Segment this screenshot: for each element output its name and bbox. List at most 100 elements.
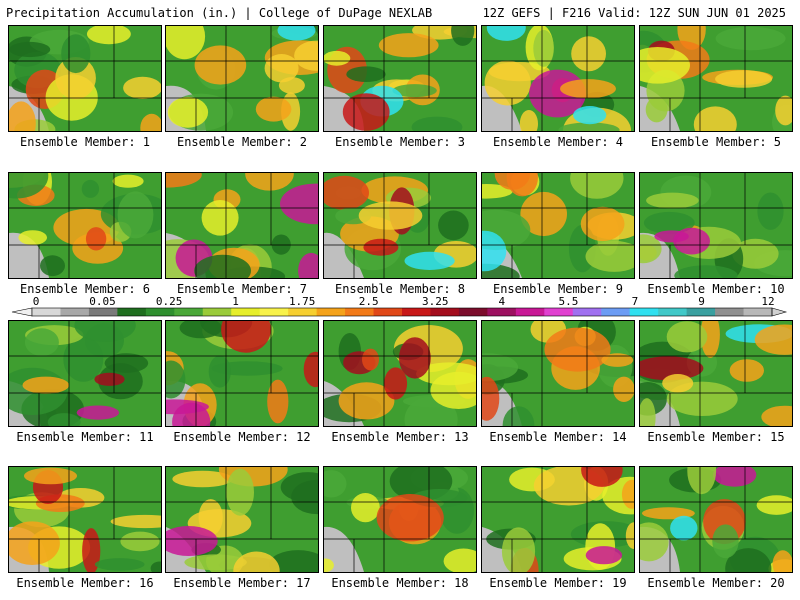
colorbar-swatch (231, 308, 261, 316)
colorbar-swatch (60, 308, 90, 316)
ensemble-member-label: Ensemble Member: 3 (334, 135, 466, 149)
colorbar-swatch (544, 308, 574, 316)
colorbar-swatch (629, 308, 659, 316)
colorbar-min-arrow (11, 307, 33, 317)
precipitation-field (640, 467, 792, 572)
colorbar-tick-label: 0.25 (156, 296, 183, 308)
ensemble-member-map (165, 466, 319, 573)
precipitation-field (640, 173, 792, 278)
ensemble-member-label: Ensemble Member: 20 (647, 576, 785, 590)
precipitation-field (482, 321, 634, 426)
ensemble-member-label: Ensemble Member: 9 (492, 282, 624, 296)
ensemble-member-label: Ensemble Member: 18 (331, 576, 469, 590)
ensemble-member-map (8, 25, 162, 132)
ensemble-member-map (481, 466, 635, 573)
ensemble-member-map (323, 320, 477, 427)
ensemble-member-label: Ensemble Member: 11 (16, 430, 154, 444)
map-title: Precipitation Accumulation (in.) | Colle… (6, 6, 433, 20)
colorbar-swatch (373, 308, 403, 316)
colorbar-swatch (601, 308, 631, 316)
ensemble-member-label: Ensemble Member: 8 (334, 282, 466, 296)
ensemble-member-label: Ensemble Member: 5 (650, 135, 782, 149)
ensemble-member-map (8, 320, 162, 427)
ensemble-member-map (639, 172, 793, 279)
ensemble-member-label: Ensemble Member: 1 (19, 135, 151, 149)
precipitation-field (482, 467, 634, 572)
colorbar-swatch (202, 308, 232, 316)
ensemble-member-label: Ensemble Member: 19 (489, 576, 627, 590)
ensemble-member-map (639, 466, 793, 573)
precipitation-colorbar: 0 0.05 0.25 1 1.75 2.5 3.25 4 5.5 7 9 12 (11, 296, 788, 317)
precipitation-field (640, 321, 792, 426)
colorbar-swatch (658, 308, 688, 316)
ensemble-member-map (481, 320, 635, 427)
ensemble-member-map (323, 172, 477, 279)
colorbar-swatch (430, 308, 460, 316)
colorbar-swatch (288, 308, 318, 316)
precipitation-field (9, 467, 161, 572)
colorbar-max-arrow (771, 307, 788, 317)
precipitation-field (482, 26, 634, 131)
ensemble-member-map (481, 25, 635, 132)
colorbar-tick-label: 1 (232, 296, 239, 308)
ensemble-member-map (323, 25, 477, 132)
colorbar-tick-label: 5.5 (558, 296, 578, 308)
precipitation-field (324, 26, 476, 131)
colorbar-swatch (402, 308, 431, 316)
ensemble-member-label: Ensemble Member: 12 (173, 430, 311, 444)
precipitation-field (482, 173, 634, 278)
ensemble-member-label: Ensemble Member: 4 (492, 135, 624, 149)
precipitation-field (324, 321, 476, 426)
ensemble-member-map (639, 320, 793, 427)
colorbar-tick-label: 9 (698, 296, 705, 308)
colorbar-swatch (259, 308, 289, 316)
ensemble-member-map (165, 172, 319, 279)
precipitation-field (9, 321, 161, 426)
colorbar-swatch (515, 308, 545, 316)
colorbar-tick-label: 12 (761, 296, 774, 308)
ensemble-member-label: Ensemble Member: 2 (176, 135, 308, 149)
colorbar-swatch (487, 308, 517, 316)
colorbar-tick-label: 1.75 (289, 296, 316, 308)
ensemble-member-label: Ensemble Member: 6 (19, 282, 151, 296)
ensemble-member-label: Ensemble Member: 14 (489, 430, 627, 444)
ensemble-member-map (165, 320, 319, 427)
precipitation-field (166, 321, 318, 426)
precipitation-field (166, 467, 318, 572)
precipitation-field (640, 26, 792, 131)
ensemble-member-map (8, 466, 162, 573)
colorbar-swatch (145, 308, 175, 316)
colorbar-tick-label: 3.25 (422, 296, 449, 308)
colorbar-tick-label: 0.05 (89, 296, 116, 308)
precipitation-field (9, 173, 161, 278)
ensemble-member-map (481, 172, 635, 279)
model-valid-time: 12Z GEFS | F216 Valid: 12Z SUN JUN 01 20… (482, 6, 786, 20)
colorbar-tick-label: 0 (33, 296, 40, 308)
colorbar-swatch (316, 308, 346, 316)
colorbar-swatch (572, 308, 602, 316)
precipitation-field (324, 173, 476, 278)
colorbar-tick-label: 4 (498, 296, 505, 308)
colorbar-swatch (88, 308, 118, 316)
colorbar-swatch (458, 308, 488, 316)
ensemble-member-label: Ensemble Member: 16 (16, 576, 154, 590)
ensemble-member-label: Ensemble Member: 13 (331, 430, 469, 444)
colorbar-swatch (715, 308, 745, 316)
colorbar-swatch (743, 308, 773, 316)
colorbar-swatch (174, 308, 204, 316)
precipitation-field (324, 467, 476, 572)
precipitation-field (166, 26, 318, 131)
ensemble-member-label: Ensemble Member: 7 (176, 282, 308, 296)
colorbar-swatch (117, 308, 147, 316)
colorbar-swatch (686, 308, 716, 316)
colorbar-swatch (345, 308, 375, 316)
ensemble-member-label: Ensemble Member: 10 (647, 282, 785, 296)
ensemble-member-map (165, 25, 319, 132)
precipitation-field (166, 173, 318, 278)
ensemble-member-label: Ensemble Member: 15 (647, 430, 785, 444)
colorbar-tick-label: 2.5 (359, 296, 379, 308)
precipitation-field (9, 26, 161, 131)
colorbar-tick-label: 7 (632, 296, 639, 308)
ensemble-member-label: Ensemble Member: 17 (173, 576, 311, 590)
ensemble-member-map (323, 466, 477, 573)
